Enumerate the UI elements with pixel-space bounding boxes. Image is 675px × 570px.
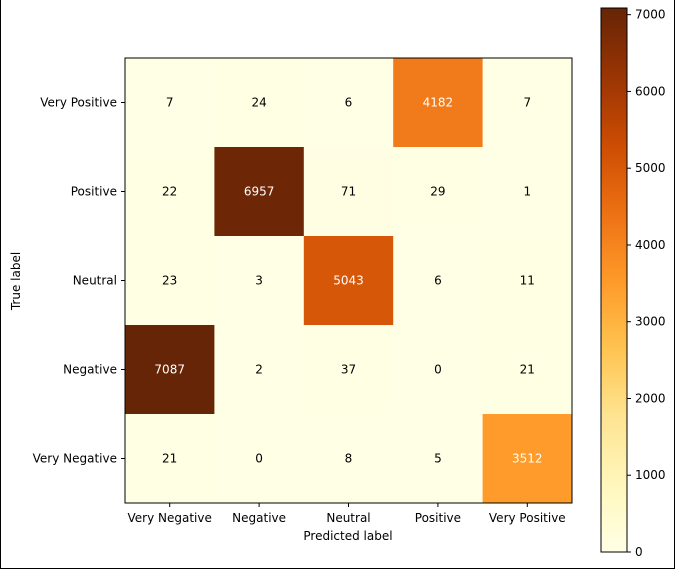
y-axis-label: True label: [9, 252, 23, 311]
heatmap-cell: [125, 325, 215, 415]
heatmap-cell: [393, 414, 484, 504]
x-tick-label: Very Positive: [489, 511, 566, 525]
heatmap-cell: [482, 58, 573, 148]
cell-value-label: 0: [255, 452, 263, 466]
cell-value-label: 6: [434, 274, 442, 288]
cell-value-label: 3512: [512, 452, 543, 466]
colorbar: [600, 7, 628, 553]
cell-value-label: 11: [520, 274, 535, 288]
heatmap-cell: [214, 147, 305, 237]
x-tick-label: Negative: [232, 511, 286, 525]
x-tick-label: Neutral: [326, 511, 370, 525]
cell-value-label: 5: [434, 452, 442, 466]
x-tick-label: Positive: [415, 511, 461, 525]
cell-value-label: 0: [434, 363, 442, 377]
x-axis-ticks: Very Negative Negative Neutral Positive Very…: [128, 503, 566, 525]
x-tick-label: Very Negative: [128, 511, 212, 525]
y-axis-ticks: Very Positive Positive Neutral Negative Very…: [33, 96, 125, 466]
colorbar-tick-label: 7000: [635, 8, 666, 22]
cell-value-label: 37: [341, 363, 356, 377]
heatmap-cell: [482, 147, 573, 237]
cell-value-label: 6957: [244, 185, 275, 199]
y-tick-label: Very Positive: [40, 96, 117, 110]
cell-value-label: 1: [523, 185, 531, 199]
heatmap-cell: [393, 236, 484, 326]
heatmap-cell: [125, 414, 215, 504]
heatmap-cell: [303, 58, 394, 148]
cell-value-label: 23: [162, 274, 177, 288]
colorbar-ticks: 0 1000 2000 3000 4000 5000 6000 7000: [627, 8, 666, 559]
heatmap-cell: [303, 325, 394, 415]
cell-value-label: 5043: [333, 274, 364, 288]
cell-value-label: 22: [162, 185, 177, 199]
y-tick-label: Negative: [63, 363, 117, 377]
cell-value-label: 24: [251, 96, 266, 110]
cell-value-label: 8: [345, 452, 353, 466]
cell-value-label: 7: [523, 96, 531, 110]
heatmap-cell: [393, 147, 484, 237]
cell-value-label: 3: [255, 274, 263, 288]
heatmap-cell: [393, 325, 484, 415]
colorbar-tick-label: 1000: [635, 468, 666, 482]
heatmap-cell: [303, 414, 394, 504]
heatmap-cell: [214, 414, 305, 504]
colorbar-tick-label: 0: [635, 545, 643, 559]
cell-value-label: 29: [430, 185, 445, 199]
cell-value-label: 6: [345, 96, 353, 110]
heatmap-cell: [125, 147, 215, 237]
cell-value-label: 7087: [154, 363, 185, 377]
heatmap-cell: [214, 325, 305, 415]
heatmap-cell: [482, 236, 573, 326]
heatmap-cell: [214, 58, 305, 148]
colorbar-tick-label: 4000: [635, 238, 666, 252]
cell-value-label: 21: [520, 363, 535, 377]
heatmap-cell: [482, 325, 573, 415]
heatmap-cell: [303, 147, 394, 237]
cell-value-label: 21: [162, 452, 177, 466]
heatmap-cell: [214, 236, 305, 326]
cell-value-label: 2: [255, 363, 263, 377]
heatmap-cell: [482, 414, 573, 504]
y-tick-label: Neutral: [73, 274, 117, 288]
x-axis-label: Predicted label: [303, 529, 392, 543]
heatmap-cells: 7 24 6 4182 7 22 6957 71 29 1 23 3 5043 6 11 7087 2 37 0 21…: [125, 58, 573, 504]
cell-value-label: 4182: [423, 96, 454, 110]
heatmap-cell: [125, 236, 215, 326]
colorbar-tick-label: 6000: [635, 84, 666, 98]
heatmap-cell: [303, 236, 394, 326]
cell-value-label: 7: [166, 96, 174, 110]
colorbar-tick-label: 2000: [635, 391, 666, 405]
y-tick-label: Positive: [71, 185, 117, 199]
heatmap-cell: [125, 58, 215, 148]
y-tick-label: Very Negative: [33, 452, 117, 466]
colorbar-tick-label: 3000: [635, 315, 666, 329]
heatmap-cell: [393, 58, 484, 148]
cell-value-label: 71: [341, 185, 356, 199]
colorbar-tick-label: 5000: [635, 161, 666, 175]
